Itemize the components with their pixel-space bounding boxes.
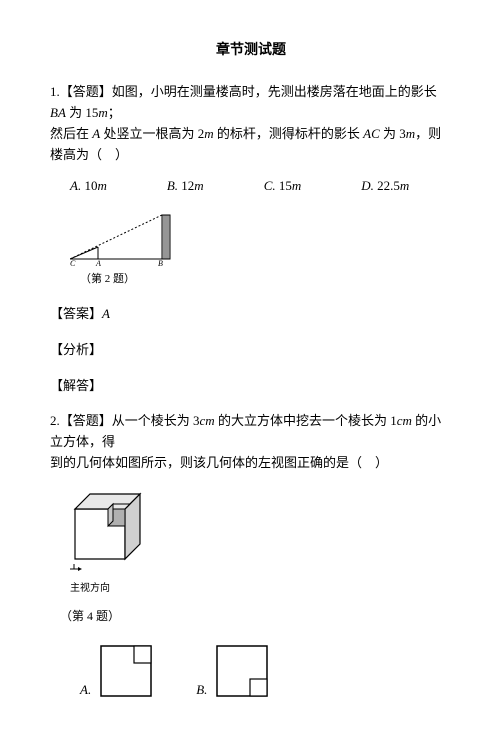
q1-m2: m [204, 126, 213, 141]
q1-answer-label: 【答案】 [50, 306, 102, 321]
q2-option-b: B. [196, 641, 272, 701]
q2-optB-svg [212, 641, 272, 701]
q1-m3: m [406, 126, 415, 141]
q2-optB-label: B. [196, 680, 207, 701]
q1-optA-label: A. [70, 178, 81, 193]
q2-options: A. B. [80, 641, 452, 701]
q1-optB-label: B. [167, 178, 178, 193]
q1-option-a: A. 10m [70, 176, 107, 197]
q1-optB-unit: m [194, 178, 203, 193]
q2-cm1: cm [200, 413, 215, 428]
q1-optA-val: 10 [81, 178, 97, 193]
q2-figure-caption: （第 4 题） [60, 607, 452, 626]
q1-ac: AC [363, 126, 380, 141]
q2-line2: 到的几何体如图所示，则该几何体的左视图正确的是（ ） [50, 455, 388, 470]
svg-text:C: C [70, 259, 76, 266]
q1-analysis: 【分析】 [50, 340, 452, 361]
q1-option-d: D. 22.5m [361, 176, 409, 197]
q1-option-c: C. 15m [264, 176, 302, 197]
q1-text: 1.【答题】如图，小明在测量楼高时，先测出楼房落在地面上的影长 BA 为 15m… [50, 82, 452, 165]
q1-options: A. 10m B. 12m C. 15m D. 22.5m [70, 176, 452, 197]
q1-figure: C A B [70, 211, 452, 266]
q2-prefix: 2.【答题】从一个棱长为 3 [50, 413, 200, 428]
q2-mid1: 的大立方体中挖去一个棱长为 1 [215, 413, 397, 428]
q2-option-a: A. [80, 641, 156, 701]
q1-optB-val: 12 [178, 178, 194, 193]
q1-ba: BA [50, 105, 66, 120]
q1-optD-unit: m [400, 178, 409, 193]
q1-option-b: B. 12m [167, 176, 204, 197]
page-title: 章节测试题 [50, 40, 452, 62]
q2-figure: 主视方向 [70, 489, 452, 597]
q1-optD-label: D. [361, 178, 374, 193]
q1-figure-caption: （第 2 题） [80, 271, 452, 289]
q1-line2a: 然后在 [50, 126, 92, 141]
q1-optA-unit: m [97, 178, 106, 193]
q1-text-2: 为 15 [66, 105, 99, 120]
q1-solution: 【解答】 [50, 376, 452, 397]
q1-m1: m [98, 105, 107, 120]
q1-answer: 【答案】A [50, 304, 452, 325]
q1-optC-label: C. [264, 178, 276, 193]
q2-view-label: 主视方向 [70, 581, 452, 597]
q1-text-1: 1.【答题】如图，小明在测量楼高时，先测出楼房落在地面上的影长 [50, 84, 437, 99]
q1-optC-val: 15 [276, 178, 292, 193]
q2-cm2: cm [397, 413, 412, 428]
q1-answer-val: A [102, 306, 110, 321]
q1-semi: ； [108, 105, 121, 120]
svg-text:B: B [158, 259, 163, 266]
q1-line2c: 的标杆，测得标杆的影长 [214, 126, 364, 141]
q2-optA-svg [96, 641, 156, 701]
q1-optD-val: 22.5 [374, 178, 400, 193]
q2-optA-label: A. [80, 680, 91, 701]
q1-line2b: 处竖立一根高为 2 [100, 126, 204, 141]
svg-text:A: A [95, 259, 101, 266]
q1-line2d: 为 3 [380, 126, 406, 141]
q2-text: 2.【答题】从一个棱长为 3cm 的大立方体中挖去一个棱长为 1cm 的小立方体… [50, 411, 452, 473]
q1-optC-unit: m [292, 178, 301, 193]
